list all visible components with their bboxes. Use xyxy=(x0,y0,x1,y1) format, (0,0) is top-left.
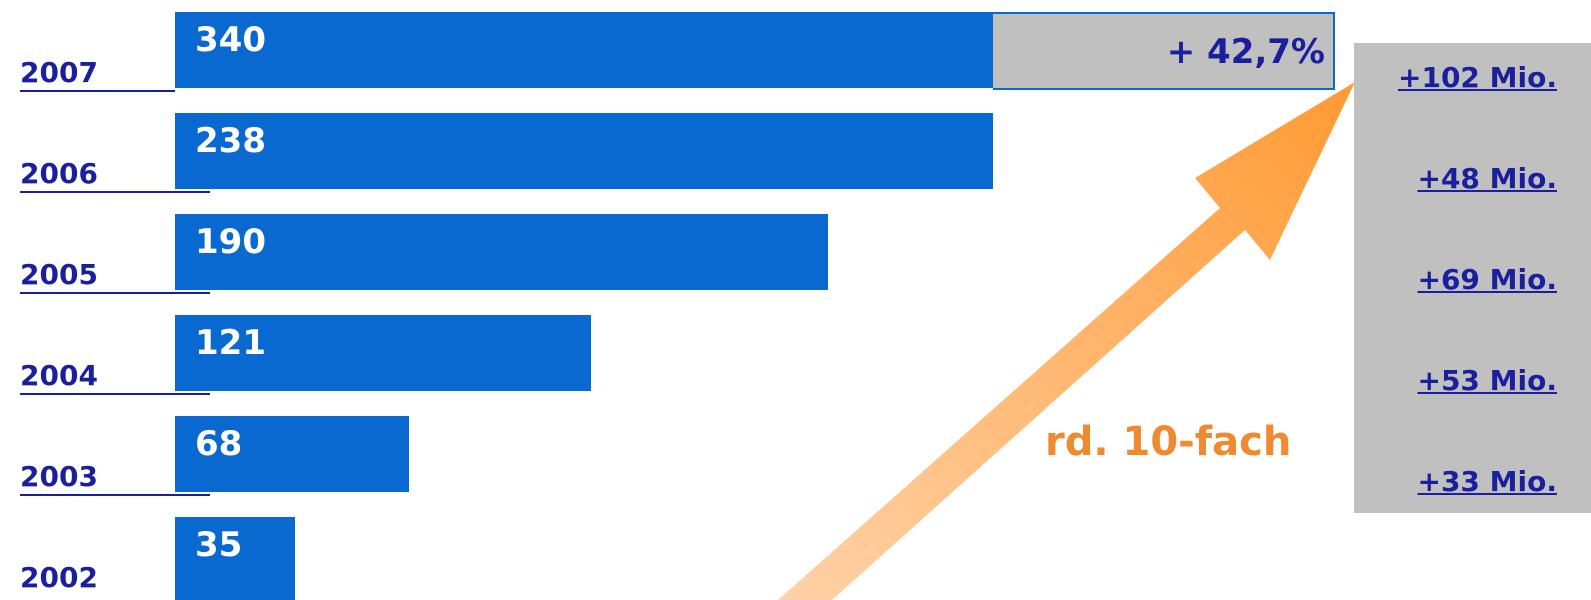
bar-value-2006: 238 xyxy=(195,121,266,161)
bar-2003 xyxy=(175,416,409,492)
growth-box: + 42,7% xyxy=(993,12,1335,90)
bar-2007 xyxy=(175,12,993,88)
increase-label-2004[interactable]: +53 Mio. xyxy=(1417,364,1557,397)
year-label-2005: 2005 xyxy=(20,258,210,294)
bar-value-2004: 121 xyxy=(195,323,266,363)
bar-2006 xyxy=(175,113,993,189)
bar-value-2005: 190 xyxy=(195,222,266,262)
bar-2005 xyxy=(175,214,828,290)
year-label-2007: 2007 xyxy=(20,56,175,92)
year-label-2006: 2006 xyxy=(20,157,210,193)
increase-panel xyxy=(1354,43,1591,513)
growth-label: + 42,7% xyxy=(1166,32,1325,72)
bar-value-2007: 340 xyxy=(195,20,266,60)
year-label-2002: 2002 xyxy=(20,561,98,594)
year-label-2004: 2004 xyxy=(20,359,210,395)
bar-value-2003: 68 xyxy=(195,424,243,464)
bar-2002 xyxy=(175,517,295,600)
growth-arrow-icon xyxy=(778,82,1355,600)
factor-label: rd. 10-fach xyxy=(1045,419,1292,465)
increase-label-2007[interactable]: +102 Mio. xyxy=(1398,61,1557,94)
increase-label-2005[interactable]: +69 Mio. xyxy=(1417,263,1557,296)
increase-label-2003[interactable]: +33 Mio. xyxy=(1417,465,1557,498)
bar-2004 xyxy=(175,315,591,391)
increase-label-2006[interactable]: +48 Mio. xyxy=(1417,162,1557,195)
bar-value-2002: 35 xyxy=(195,525,243,565)
year-label-2003: 2003 xyxy=(20,460,210,496)
